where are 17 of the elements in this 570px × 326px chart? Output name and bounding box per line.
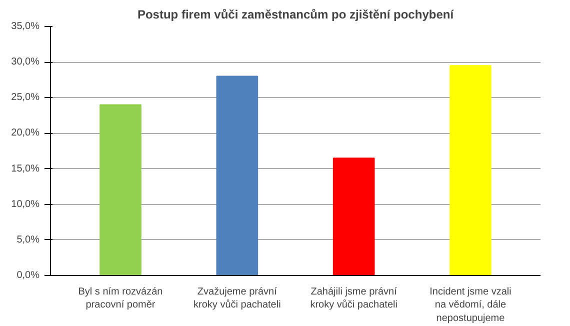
y-tick-label: 10,0% [11, 198, 40, 210]
y-tick-label: 15,0% [11, 163, 40, 174]
x-tick-label: Zvažujeme právní kroky vůči pachateli [194, 286, 281, 311]
y-tick-label: 5,0% [16, 234, 40, 246]
chart-title: Postup firem vůči zaměstnancům po zjištění pochybení [137, 8, 454, 22]
y-tick-label: 30,0% [11, 56, 40, 68]
bar [100, 104, 142, 276]
x-tick-label: Incident jsme vzali na vědomí, dále nepostupujeme [430, 286, 512, 324]
y-tick-label: 35,0% [11, 21, 40, 32]
y-tick-label: 25,0% [11, 92, 40, 104]
x-tick-label: Zahájili jsme právní kroky vůči pachateli [310, 286, 398, 311]
bar [332, 158, 375, 276]
bar [216, 76, 258, 276]
y-tick-label: 0,0% [16, 270, 40, 281]
y-tick-label: 20,0% [11, 128, 40, 139]
bar [450, 65, 492, 276]
x-tick-label: Byl s ním rozvázán pracovní poměr [78, 286, 163, 311]
